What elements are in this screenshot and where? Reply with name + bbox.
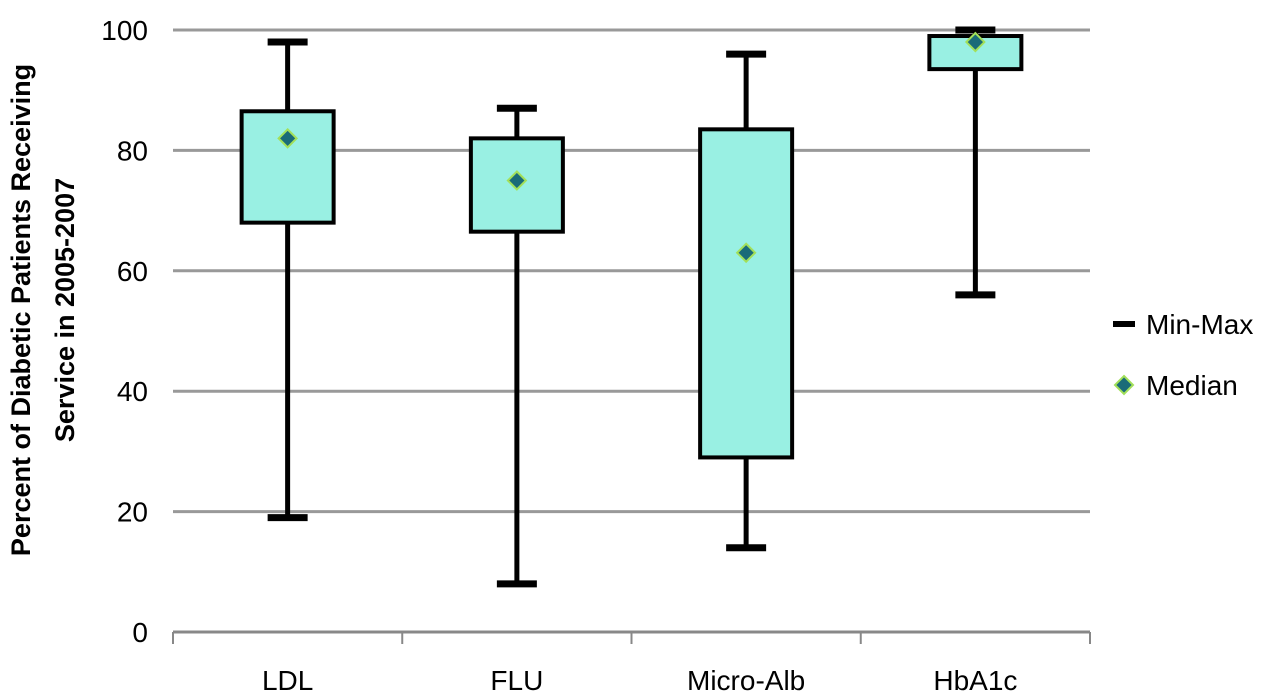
y-axis-title-line-2: Service in 2005-2007 xyxy=(50,178,80,442)
y-tick-label: 80 xyxy=(117,135,148,166)
y-axis-title-line-1: Percent of Diabetic Patients Receiving xyxy=(6,64,36,556)
legend-median-label: Median xyxy=(1146,370,1238,401)
y-tick-label: 20 xyxy=(117,497,148,528)
y-tick-label: 40 xyxy=(117,376,148,407)
y-tick-label: 0 xyxy=(132,617,148,648)
median-marker xyxy=(735,242,757,264)
y-axis-title: Percent of Diabetic Patients Receiving S… xyxy=(6,64,80,556)
y-tick-label: 60 xyxy=(117,256,148,287)
plot-area xyxy=(239,26,1024,588)
box-micro-alb xyxy=(698,50,795,552)
axes: 0 20 40 60 80 100 LDL FLU Micro-Alb HbA1c xyxy=(101,15,1091,692)
x-tick-label: Micro-Alb xyxy=(687,665,805,692)
legend-median-marker xyxy=(1113,374,1135,396)
x-tick-label: HbA1c xyxy=(933,665,1017,692)
box-ldl xyxy=(239,38,336,522)
median-marker xyxy=(277,127,299,149)
y-tick-label: 100 xyxy=(101,15,148,46)
legend-min-max-label: Min-Max xyxy=(1146,309,1253,340)
box-flu xyxy=(468,104,565,588)
x-tick-label: FLU xyxy=(490,665,543,692)
median-marker xyxy=(506,170,528,191)
iqr-box xyxy=(698,127,795,460)
grid-lines xyxy=(173,28,1090,514)
legend: Min-Max Median xyxy=(1113,309,1253,401)
median-marker xyxy=(964,31,986,53)
box-hba1c xyxy=(927,26,1024,299)
x-tick-label: LDL xyxy=(262,665,313,692)
